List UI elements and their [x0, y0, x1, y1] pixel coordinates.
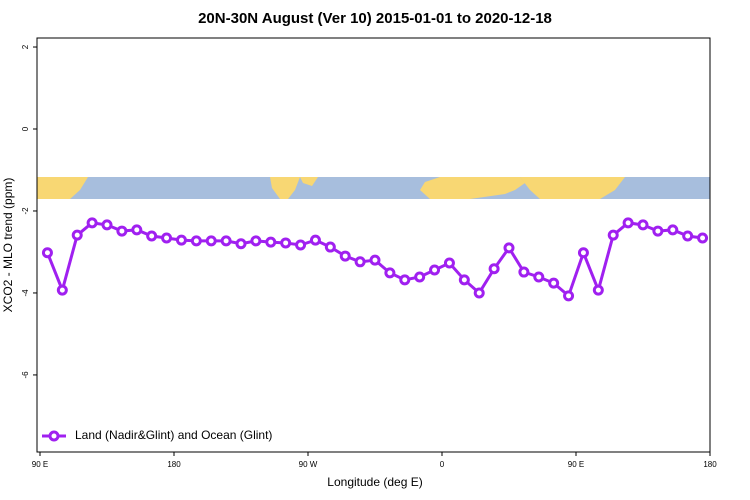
data-point	[265, 236, 277, 248]
data-point	[146, 230, 158, 242]
map-strip	[37, 177, 710, 199]
x-tick-label: 90 E	[568, 460, 584, 469]
data-point	[280, 237, 292, 249]
legend-label: Land (Nadir&Glint) and Ocean (Glint)	[75, 428, 272, 442]
data-point	[250, 235, 262, 247]
data-point	[697, 232, 709, 244]
data-point	[161, 232, 173, 244]
data-point	[488, 263, 500, 275]
data-point	[220, 235, 232, 247]
data-point	[384, 267, 396, 279]
data-point	[443, 257, 455, 269]
data-point	[324, 241, 336, 253]
x-tick-label: 90 E	[32, 460, 48, 469]
data-point	[637, 219, 649, 231]
data-point	[607, 229, 619, 241]
data-point	[399, 274, 411, 286]
data-point	[56, 284, 68, 296]
chart-title: 20N-30N August (Ver 10) 2015-01-01 to 20…	[198, 10, 552, 27]
data-point	[682, 230, 694, 242]
y-tick-label: -2	[21, 207, 30, 215]
data-point	[354, 256, 366, 268]
y-tick-label: -4	[21, 289, 30, 297]
y-tick-label: 2	[21, 44, 30, 49]
data-point	[116, 225, 128, 237]
x-tick-label: 180	[167, 460, 181, 469]
data-point	[414, 271, 426, 283]
data-point	[131, 224, 143, 236]
data-point	[667, 224, 679, 236]
data-point	[458, 274, 470, 286]
data-point	[652, 225, 664, 237]
data-point	[235, 238, 247, 250]
y-axis-label: XCO2 - MLO trend (ppm)	[1, 178, 15, 313]
x-tick-label: 180	[703, 460, 717, 469]
plot-frame	[36, 37, 711, 453]
data-point	[309, 234, 321, 246]
data-point	[190, 235, 202, 247]
data-point	[41, 247, 53, 259]
data-point	[175, 234, 187, 246]
y-tick-label: 0	[21, 126, 30, 131]
data-point	[548, 277, 560, 289]
legend-marker	[48, 430, 60, 442]
x-tick-label: 90 W	[299, 460, 318, 469]
data-point	[592, 284, 604, 296]
data-point	[339, 250, 351, 262]
data-point	[71, 229, 83, 241]
data-point	[369, 254, 381, 266]
data-point	[518, 266, 530, 278]
data-point	[473, 287, 485, 299]
data-point	[295, 239, 307, 251]
data-point	[205, 235, 217, 247]
data-point	[429, 264, 441, 276]
data-point	[622, 217, 634, 229]
data-point	[86, 217, 98, 229]
data-point	[563, 290, 575, 302]
x-tick-label: 0	[440, 460, 445, 469]
data-point	[533, 271, 545, 283]
y-tick-label: -6	[21, 371, 30, 379]
data-point	[577, 247, 589, 259]
data-point	[101, 219, 113, 231]
data-point	[503, 242, 515, 254]
x-axis-label: Longitude (deg E)	[327, 475, 422, 489]
